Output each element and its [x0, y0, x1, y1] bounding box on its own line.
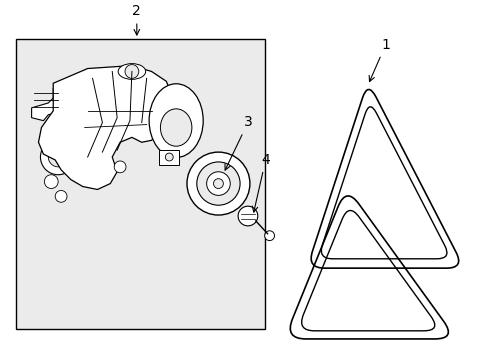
Circle shape	[238, 206, 257, 226]
Circle shape	[125, 64, 139, 78]
Circle shape	[165, 153, 173, 161]
Circle shape	[55, 190, 67, 202]
Ellipse shape	[149, 84, 203, 158]
Circle shape	[206, 172, 230, 195]
Bar	[159, 150, 179, 165]
Circle shape	[48, 147, 68, 167]
Polygon shape	[39, 66, 171, 189]
Circle shape	[114, 161, 126, 173]
Ellipse shape	[160, 109, 191, 146]
Circle shape	[264, 231, 274, 240]
Text: 4: 4	[252, 153, 269, 212]
Circle shape	[213, 179, 223, 189]
Circle shape	[196, 162, 240, 205]
Text: 3: 3	[224, 116, 252, 170]
Circle shape	[41, 139, 76, 175]
Ellipse shape	[118, 64, 145, 79]
Circle shape	[186, 152, 249, 215]
Circle shape	[44, 175, 58, 189]
Text: 2: 2	[132, 4, 141, 35]
Polygon shape	[32, 85, 68, 121]
Bar	[16, 39, 264, 329]
Text: 1: 1	[368, 38, 389, 82]
